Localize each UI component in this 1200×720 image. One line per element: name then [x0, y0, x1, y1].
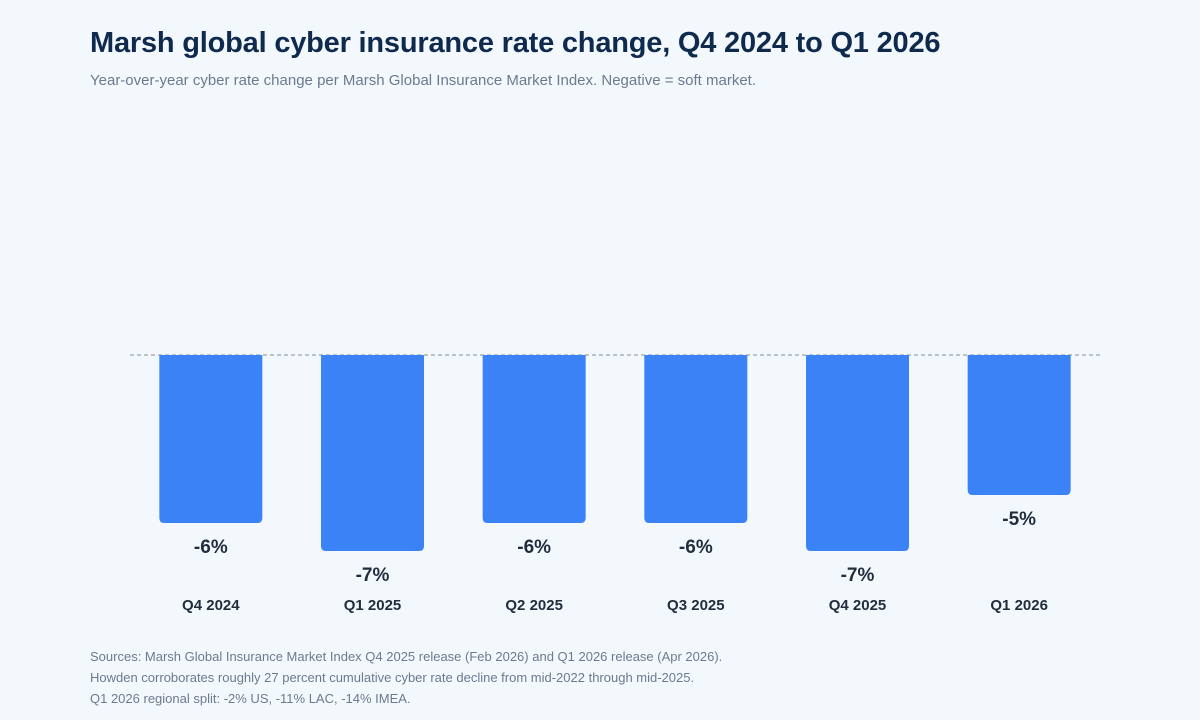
value-label: -6%: [517, 537, 551, 558]
value-label: -6%: [679, 537, 713, 558]
bar-chart: -6% Q4 2024 -7% Q1 2025 -6% Q2 2025 -6% Q3 2025…: [130, 354, 1100, 614]
category-label: Q1 2025: [344, 597, 402, 614]
value-label: -7%: [356, 565, 390, 586]
category-label: Q1 2026: [990, 597, 1048, 614]
value-label: -7%: [841, 565, 875, 586]
footnotes: Sources: Marsh Global Insurance Market I…: [90, 646, 722, 709]
category-label: Q3 2025: [667, 597, 725, 614]
chart-subtitle: Year-over-year cyber rate change per Mar…: [90, 72, 757, 89]
bar-q1-2026: [967, 355, 1071, 495]
footnote-sources: Sources: Marsh Global Insurance Market I…: [90, 649, 723, 664]
category-label: Q4 2025: [829, 597, 887, 614]
value-label: -6%: [194, 537, 228, 558]
chart-title: Marsh global cyber insurance rate change…: [90, 27, 941, 59]
bar-q2-2025: [482, 355, 586, 523]
bar-q3-2025: [644, 355, 748, 523]
bar-q4-2024: [159, 355, 263, 523]
bar-q4-2025: [806, 355, 909, 551]
footnote-regional-split: Q1 2026 regional split: -2% US, -11% LAC…: [90, 691, 411, 706]
footnote-howden: Howden corroborates roughly 27 percent c…: [90, 670, 695, 685]
category-label: Q2 2025: [505, 597, 563, 614]
bar-q1-2025: [321, 355, 424, 551]
value-label: -5%: [1002, 509, 1036, 530]
category-label: Q4 2024: [182, 597, 240, 614]
